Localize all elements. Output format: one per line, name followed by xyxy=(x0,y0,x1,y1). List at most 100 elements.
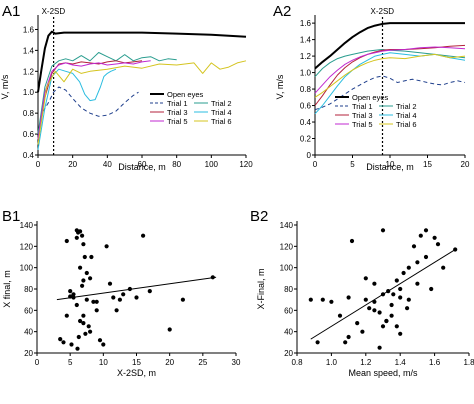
x-2sd-annotation: X-2SD xyxy=(371,7,395,16)
scatter-point xyxy=(71,295,76,300)
scatter-point xyxy=(61,340,66,345)
y-tick-label: 20 xyxy=(24,349,33,358)
scatter-point xyxy=(83,331,88,336)
y-tick-label: 120 xyxy=(20,242,34,251)
legend-label: Trial 3 xyxy=(167,108,188,117)
x-tick-label: 0 xyxy=(313,160,318,169)
scatter-point xyxy=(429,286,434,292)
x-tick-label: 25 xyxy=(198,358,207,367)
x-axis-label: X-2SD, m xyxy=(117,368,156,378)
x-tick-label: 20 xyxy=(165,358,174,367)
scatter-point xyxy=(391,292,396,297)
y-tick-label: 0.4 xyxy=(300,118,312,127)
y-tick-label: 0.4 xyxy=(23,151,35,160)
scatter-point xyxy=(406,265,411,270)
y-tick-label: 0.6 xyxy=(300,102,312,111)
scatter-point xyxy=(372,308,377,313)
x-tick-label: 20 xyxy=(461,160,470,169)
y-tick-label: 80 xyxy=(284,285,293,294)
scatter-point xyxy=(86,324,91,329)
axes xyxy=(37,15,246,156)
x-tick-label: 1.8 xyxy=(463,358,474,367)
legend-label: Trial 4 xyxy=(396,111,417,120)
y-tick-label: 1.6 xyxy=(300,19,312,28)
scatter-point xyxy=(367,306,372,311)
x-tick-label: 1.6 xyxy=(429,358,441,367)
x-tick-label: 80 xyxy=(172,160,181,169)
scatter-point xyxy=(380,292,386,297)
scatter-point xyxy=(82,254,87,260)
legend-label: Trial 4 xyxy=(211,108,232,117)
scatter-point xyxy=(68,294,73,299)
scatter-point xyxy=(372,281,377,286)
axes xyxy=(314,15,465,156)
scatter-point xyxy=(141,233,146,238)
scatter-point xyxy=(406,297,411,302)
scatter-point xyxy=(398,286,403,292)
y-tick-label: 1.2 xyxy=(300,52,312,61)
scatter-point xyxy=(94,299,99,304)
legend-label: Trial 5 xyxy=(352,120,373,129)
scatter-point xyxy=(101,342,106,347)
scatter-point xyxy=(405,306,410,311)
scatter-point xyxy=(418,233,423,238)
scatter-point xyxy=(75,346,80,351)
scatter-point xyxy=(71,292,76,297)
scatter-point xyxy=(64,313,69,318)
x-tick-label: 10 xyxy=(386,160,395,169)
y-tick-label: 140 xyxy=(20,221,34,230)
series-line-open-eyes xyxy=(37,30,247,93)
scatter-point xyxy=(68,289,73,294)
panel-label: A2 xyxy=(273,3,291,20)
scatter-point xyxy=(415,281,420,286)
scatter-point xyxy=(394,278,399,283)
series-line-trial-6 xyxy=(314,53,466,98)
y-tick-label: 0 xyxy=(307,151,312,160)
scatter-point xyxy=(380,324,386,329)
x-tick-label: 1.2 xyxy=(360,358,372,367)
legend-label: Trial 3 xyxy=(352,111,373,120)
scatter-point xyxy=(343,340,348,345)
scatter-point xyxy=(355,321,360,326)
scatter-point xyxy=(386,289,391,294)
scatter-point xyxy=(74,302,79,308)
scatter-point xyxy=(453,247,458,252)
scatter-point xyxy=(432,235,437,240)
scatter-point xyxy=(127,286,132,292)
trend-line xyxy=(56,276,217,301)
y-axis-label: X final, m xyxy=(2,270,12,308)
panel-label: B2 xyxy=(250,208,268,225)
x-tick-label: 100 xyxy=(205,160,219,169)
series-line-trial-2 xyxy=(37,52,177,135)
axes xyxy=(296,221,469,354)
scatter-point xyxy=(441,265,446,270)
x-tick-label: 5 xyxy=(350,160,355,169)
x-tick-label: 0 xyxy=(35,358,40,367)
scatter-point xyxy=(389,302,394,308)
scatter-point xyxy=(81,242,86,247)
scatter-point xyxy=(69,342,74,347)
series-line-trial-5 xyxy=(37,60,151,140)
panel-b1: B1 0 5 10 15 20 25 30 20 40 60 80 100 120 140 X-2SD, m X… xyxy=(2,208,241,378)
scatter-point xyxy=(167,327,172,332)
scatter-point xyxy=(78,229,83,234)
scatter-point xyxy=(372,299,377,304)
x-tick-label: 5 xyxy=(68,358,73,367)
scatter-point xyxy=(394,324,399,329)
scatter-point xyxy=(360,329,365,334)
x-tick-label: 40 xyxy=(103,160,112,169)
y-tick-label: 100 xyxy=(280,264,294,273)
scatter-point xyxy=(64,238,69,244)
x-tick-label: 0.8 xyxy=(291,358,303,367)
scatter-point xyxy=(80,283,85,288)
scatter-point xyxy=(435,242,441,247)
x-tick-label: 10 xyxy=(99,358,108,367)
x-tick-label: 20 xyxy=(68,160,77,169)
y-tick-label: 1.2 xyxy=(23,67,35,76)
scatter-point xyxy=(349,238,355,244)
y-axis-label: X-Final, m xyxy=(256,268,266,309)
scatter-point xyxy=(308,297,313,302)
series-line-trial-2 xyxy=(314,49,466,78)
scatter-point xyxy=(88,276,93,281)
